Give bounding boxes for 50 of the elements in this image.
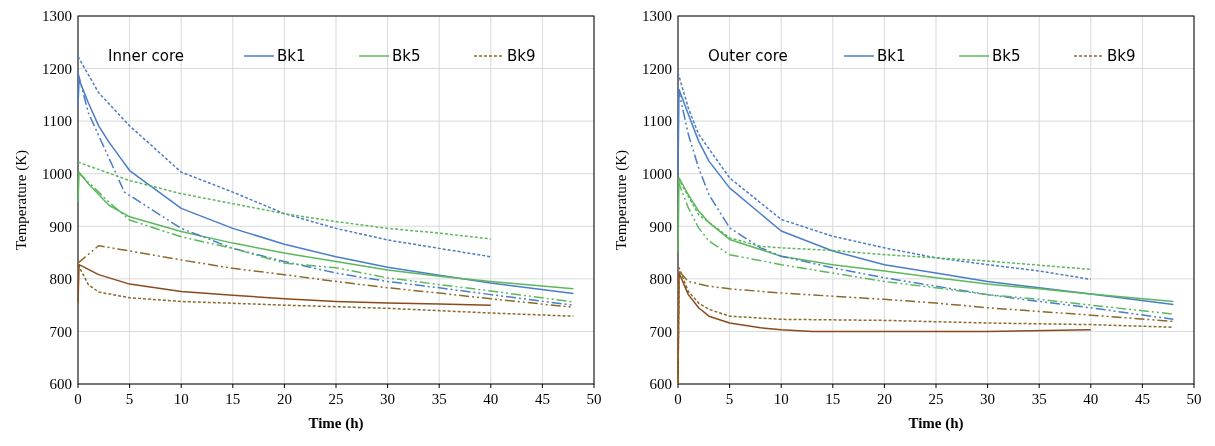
x-tick-label: 5 [125, 391, 134, 407]
y-tick-label: 800 [49, 271, 72, 288]
y-tick-label: 1300 [42, 8, 72, 25]
y-tick-label: 1000 [642, 165, 672, 182]
y-tick-label: 1100 [42, 113, 72, 130]
y-axis-title: Temperature (K) [13, 149, 30, 251]
legend-label: Bk1 [877, 47, 906, 66]
x-tick-label: 30 [380, 391, 396, 407]
y-tick-label: 1200 [42, 60, 72, 77]
text: Inner core [108, 47, 185, 65]
y-tick-label: 700 [649, 323, 672, 340]
y-tick-label: 900 [649, 218, 672, 235]
x-tick-label: 40 [1083, 391, 1099, 407]
legend-label: Bk1 [277, 47, 306, 66]
x-tick-label: 30 [980, 391, 996, 407]
y-tick-label: 600 [49, 376, 72, 393]
x-tick-label: 50 [1186, 391, 1202, 407]
x-tick-label: 25 [928, 391, 944, 407]
y-tick-label: 1100 [642, 113, 672, 130]
x-axis-title: Time (h) [308, 415, 364, 432]
x-tick-label: 0 [74, 391, 82, 407]
x-tick-label: 40 [483, 391, 499, 407]
legend-label: Bk5 [392, 47, 421, 66]
x-tick-label: 50 [586, 391, 602, 407]
x-tick-label: 45 [534, 391, 550, 407]
y-tick-label: 1300 [642, 8, 672, 25]
x-tick-label: 15 [825, 391, 841, 407]
text: Outer core [708, 47, 788, 65]
y-tick-label: 700 [49, 323, 72, 340]
y-tick-label: 800 [649, 271, 672, 288]
x-tick-label: 35 [431, 391, 447, 407]
x-tick-label: 20 [276, 391, 292, 407]
y-tick-label: 900 [49, 218, 72, 235]
x-tick-label: 35 [1031, 391, 1047, 407]
x-tick-label: 0 [674, 391, 682, 407]
x-axis-title: Time (h) [908, 415, 964, 432]
legend-label: Bk5 [992, 47, 1021, 66]
x-tick-label: 10 [773, 391, 789, 407]
x-tick-label: 25 [328, 391, 344, 407]
x-tick-label: 5 [725, 391, 734, 407]
y-axis-title: Temperature (K) [613, 149, 630, 251]
x-tick-label: 10 [173, 391, 189, 407]
x-tick-label: 20 [876, 391, 892, 407]
x-tick-label: 45 [1134, 391, 1150, 407]
y-tick-label: 600 [649, 376, 672, 393]
legend-label: Bk9 [507, 47, 536, 66]
y-tick-label: 1200 [642, 60, 672, 77]
legend-label: Bk9 [1107, 47, 1136, 66]
y-tick-label: 1000 [42, 165, 72, 182]
x-tick-label: 15 [225, 391, 241, 407]
